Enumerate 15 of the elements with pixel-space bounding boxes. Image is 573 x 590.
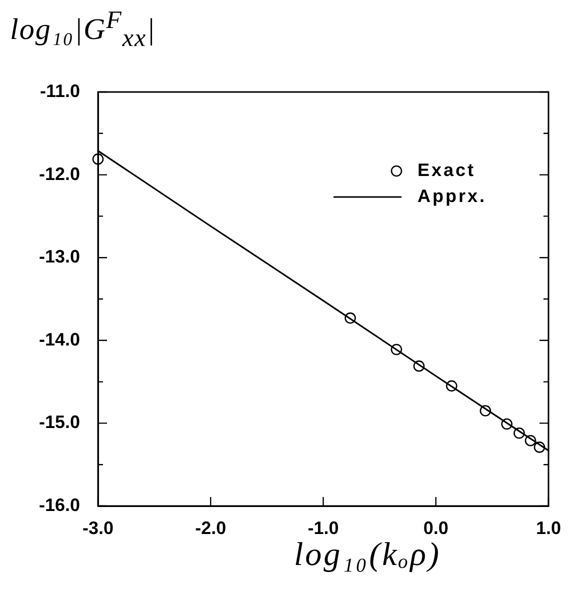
x-tick-label: -1.0 — [308, 518, 339, 538]
x-tick-label: 0.0 — [423, 518, 448, 538]
x-tick-label: -3.0 — [82, 518, 114, 538]
y-tick-label: -15.0 — [38, 412, 80, 432]
x-axis-title: log₁₀(kₒρ) — [294, 536, 442, 575]
y-tick-label: -11.0 — [40, 80, 80, 101]
x-tick-label: 1.0 — [536, 518, 562, 538]
y-axis-title: log₁₀|G$^{F}$$_{xx}$| — [10, 6, 156, 54]
y-tick-label: -16.0 — [38, 494, 80, 515]
y-tick-label: -13.0 — [38, 246, 80, 267]
legend-label: Apprx. — [417, 186, 486, 206]
y-tick-label: -12.0 — [38, 164, 80, 184]
legend-label: Exact — [417, 160, 476, 180]
x-tick-label: -2.0 — [195, 518, 226, 538]
y-tick-label: -14.0 — [38, 329, 80, 350]
